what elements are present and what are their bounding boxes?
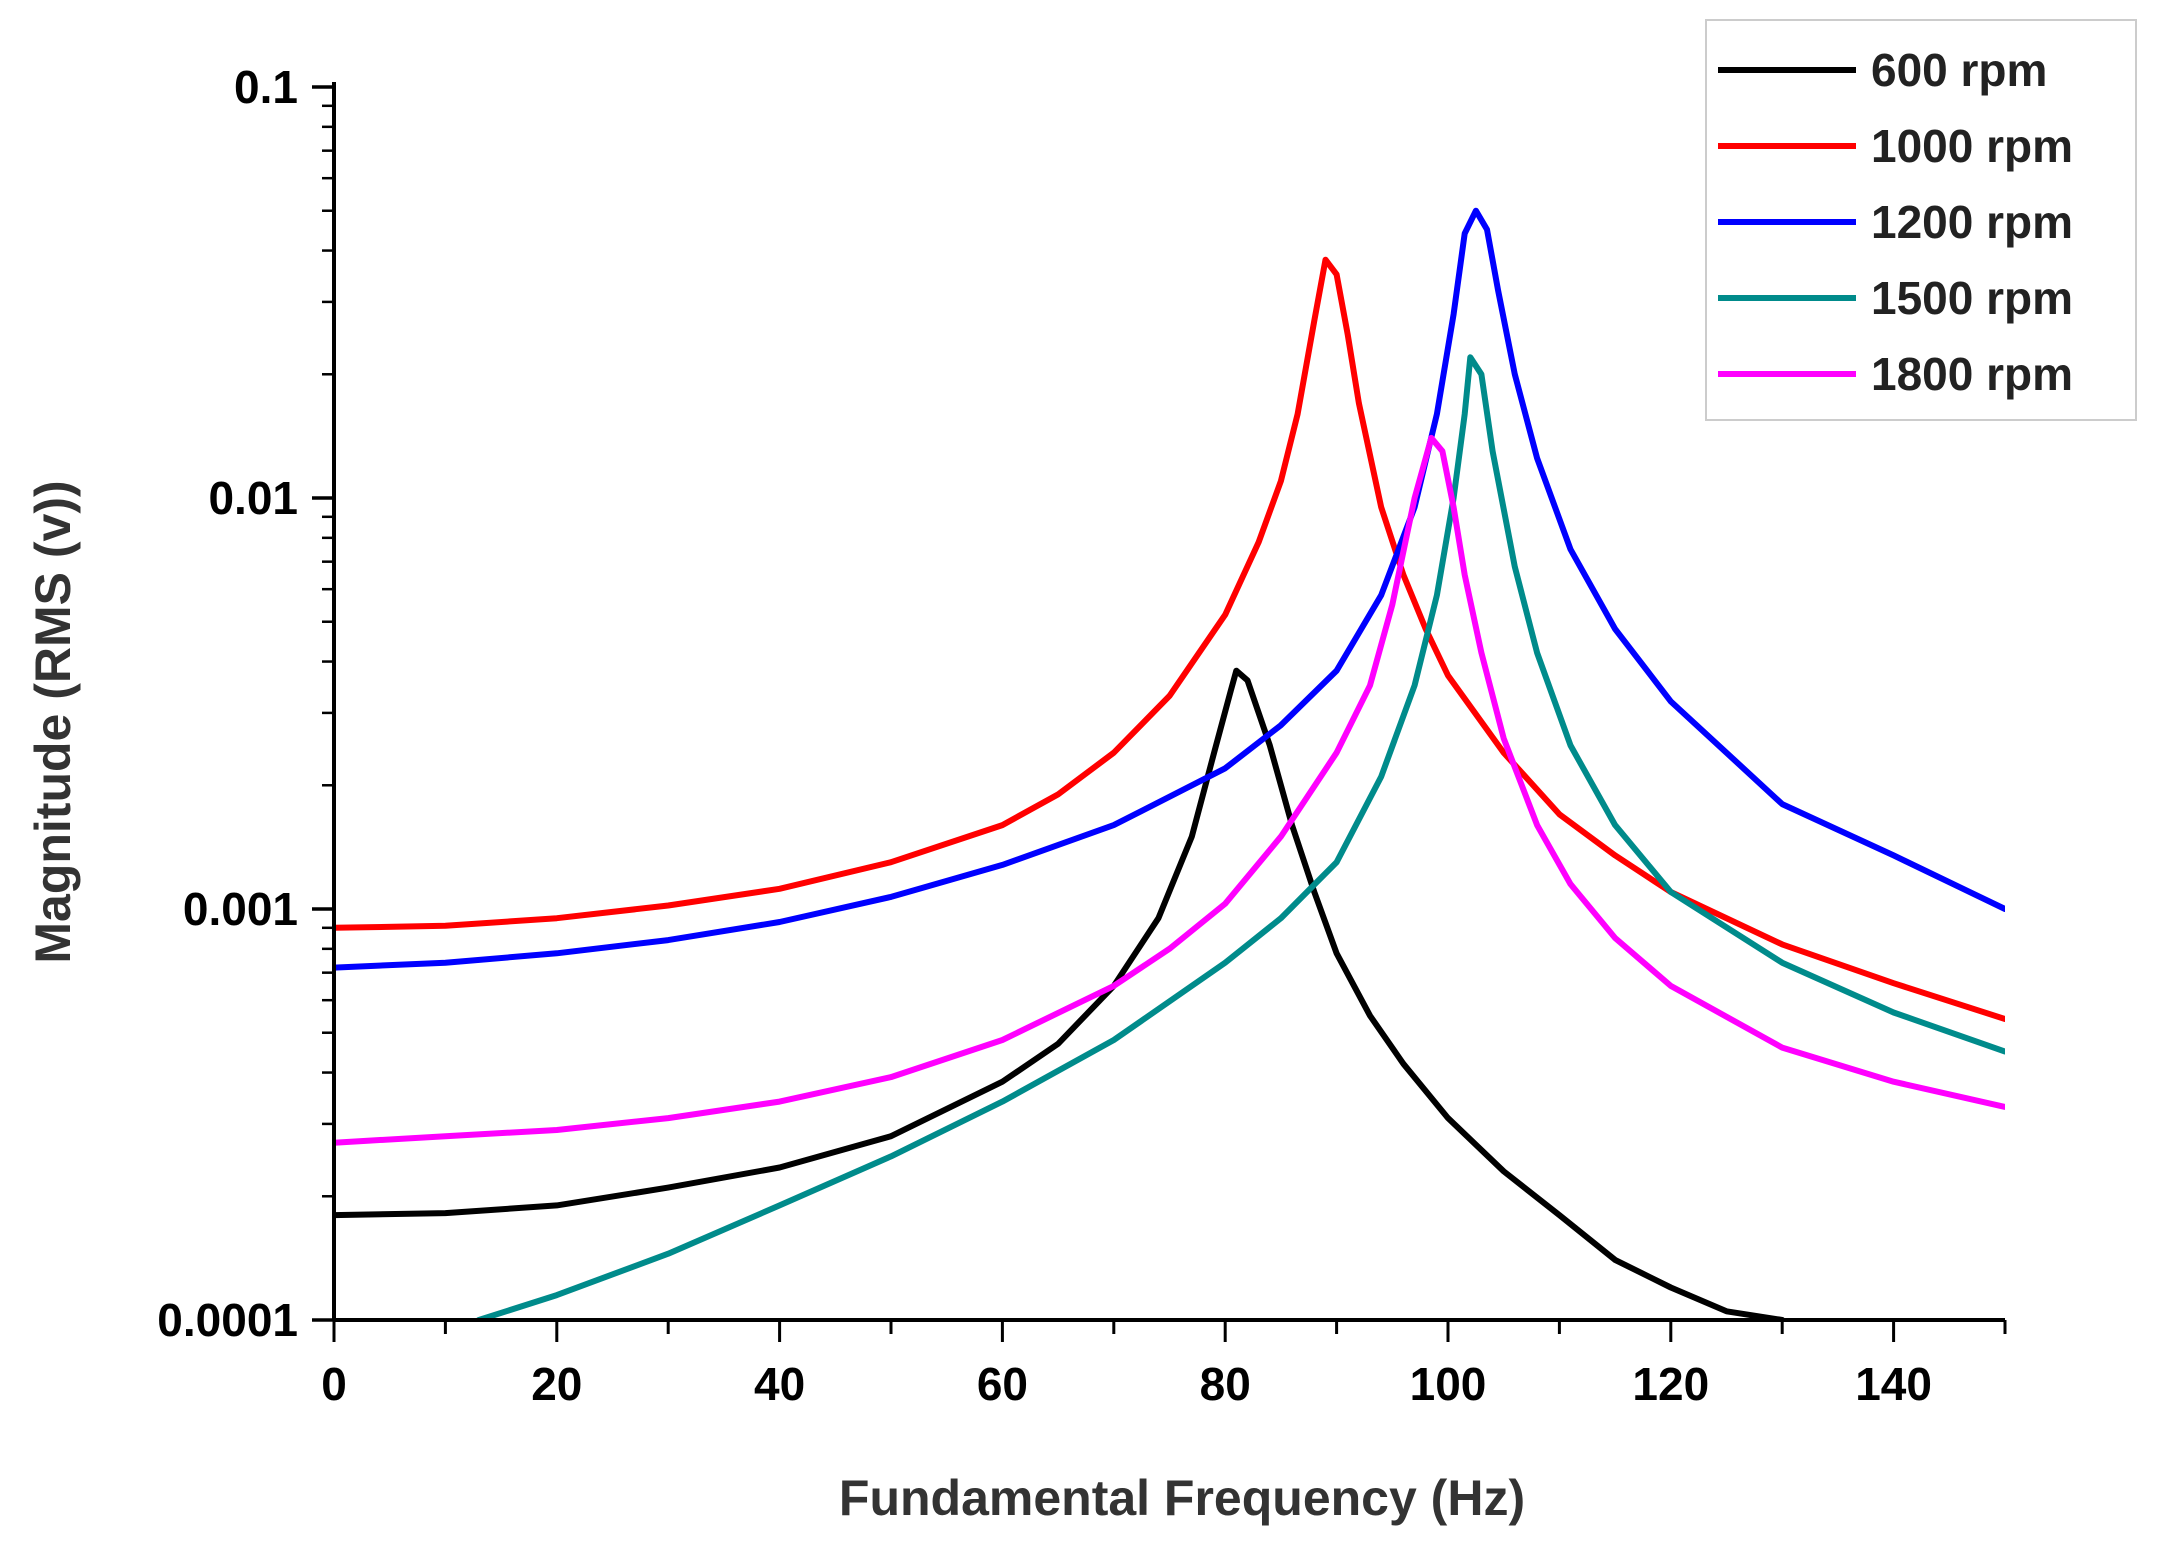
y-tick-label: 0.1 [234,61,298,113]
x-tick-label: 20 [531,1358,582,1410]
y-tick-label: 0.0001 [157,1294,298,1346]
x-tick-label: 40 [754,1358,805,1410]
x-tick-label: 60 [977,1358,1028,1410]
series-line-1200-rpm [334,207,2005,971]
series-line-1500-rpm [475,354,2005,1320]
series-line-600-rpm [334,667,1786,1320]
legend-label: 1800 rpm [1871,348,2073,400]
x-tick-label: 80 [1200,1358,1251,1410]
y-tick-label: 0.01 [208,472,298,524]
x-tick-label: 100 [1410,1358,1487,1410]
series-layer [334,207,2005,1320]
x-tick-label: 0 [321,1358,347,1410]
x-axis-title: Fundamental Frequency (Hz) [839,1470,1525,1526]
series-line-1800-rpm [334,434,2005,1146]
axes-layer: 0 20 40 60 80 100 120 140 0.0001 0.001 0.01 0.1 [157,61,2007,1410]
x-tick-label: 120 [1632,1358,1709,1410]
series-line-1000-rpm [334,256,2005,1022]
x-tick-label: 140 [1855,1358,1932,1410]
y-axis-title: Magnitude (RMS (v)) [25,480,81,963]
legend-label: 600 rpm [1871,44,2047,96]
legend-label: 1000 rpm [1871,120,2073,172]
legend: 600 rpm 1000 rpm 1200 rpm 1500 rpm 1800 rpm [1705,19,2137,421]
legend-label: 1500 rpm [1871,272,2073,324]
legend-label: 1200 rpm [1871,196,2073,248]
y-tick-label: 0.001 [183,883,298,935]
